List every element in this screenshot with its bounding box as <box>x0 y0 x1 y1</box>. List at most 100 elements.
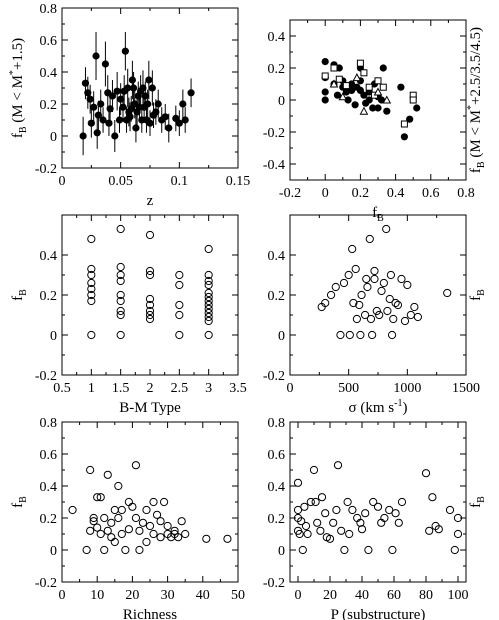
data-point <box>377 286 386 296</box>
data-point <box>116 276 125 286</box>
data-point <box>110 505 119 515</box>
data-point <box>321 96 329 104</box>
data-point <box>443 288 452 298</box>
data-point <box>311 497 320 507</box>
x-tick-label: 3.5 <box>229 381 247 396</box>
x-tick-label: 0 <box>287 381 294 396</box>
x-tick-label: -0.2 <box>279 186 301 201</box>
data-point <box>156 533 165 542</box>
data-point <box>425 526 434 535</box>
data-point <box>116 306 125 316</box>
x-tick-label: 1 <box>88 381 95 396</box>
data-point <box>325 534 335 543</box>
y-tick-label: 0.8 <box>40 416 58 431</box>
data-point <box>385 505 394 515</box>
data-point <box>175 330 184 340</box>
y-tick-label: -0.2 <box>35 576 57 591</box>
data-point-square <box>330 64 338 72</box>
data-point <box>138 518 148 527</box>
data-point <box>361 509 370 518</box>
data-point <box>131 461 141 470</box>
data-point <box>96 493 105 502</box>
data-point-triangle <box>352 73 362 82</box>
data-point <box>87 264 96 274</box>
data-point <box>87 278 96 288</box>
data-point <box>351 264 360 274</box>
data-point <box>142 505 151 515</box>
data-point <box>117 95 125 103</box>
data-point <box>298 545 307 555</box>
data-point <box>413 104 421 112</box>
data-point <box>113 87 121 95</box>
y-tick-label: 0.4 <box>40 249 58 264</box>
data-point <box>90 103 98 111</box>
y-tick-label: 0.4 <box>40 66 58 81</box>
data-point <box>119 103 127 111</box>
data-point <box>116 262 125 272</box>
data-point-square <box>335 75 343 83</box>
y-tick-label: -0.2 <box>263 126 285 141</box>
data-point <box>106 105 114 113</box>
data-point <box>434 525 443 534</box>
data-point <box>152 108 160 116</box>
data-point <box>293 505 303 515</box>
data-point <box>374 104 382 112</box>
data-point <box>92 52 100 60</box>
data-point <box>355 300 364 310</box>
data-point <box>400 133 408 141</box>
data-point <box>175 119 183 127</box>
data-point <box>364 545 373 555</box>
data-point <box>365 234 374 244</box>
data-point <box>202 534 211 543</box>
data-point-square <box>409 96 417 104</box>
data-point-square <box>365 83 373 91</box>
data-point <box>343 497 352 507</box>
x-axis-label: σ (km s-1) <box>349 398 408 416</box>
data-point <box>370 274 379 284</box>
y-tick-label: 0.2 <box>40 289 58 304</box>
data-point <box>145 294 155 304</box>
data-point-triangle <box>338 92 348 101</box>
data-point <box>223 534 232 543</box>
data-point <box>331 282 340 292</box>
data-point <box>340 545 349 555</box>
data-point <box>86 95 94 103</box>
data-point <box>344 96 352 104</box>
y-tick-label: 0 <box>278 544 285 559</box>
x-tick-label: 0.4 <box>387 186 405 201</box>
y-axis-label: fB (M < M*+1.5) <box>8 38 29 138</box>
x-tick-label: 0.2 <box>352 186 370 201</box>
x-tick-label: 30 <box>161 588 175 603</box>
plot-frame <box>289 214 467 376</box>
data-point <box>204 316 213 326</box>
data-point <box>204 288 213 298</box>
data-point <box>86 465 95 475</box>
y-tick-label: 0.6 <box>268 448 286 463</box>
data-point <box>337 526 346 535</box>
x-tick-label: 2 <box>147 381 154 396</box>
y-tick-label: -0.4 <box>263 158 285 173</box>
data-point <box>131 513 141 523</box>
y-tick-label: 0 <box>278 94 285 109</box>
data-point <box>383 107 391 115</box>
data-point <box>87 296 96 306</box>
data-point <box>93 523 102 532</box>
data-point <box>204 308 213 318</box>
data-point <box>204 300 213 310</box>
y-tick-label: 0.2 <box>268 289 286 304</box>
data-point <box>97 100 105 108</box>
data-point <box>116 296 125 306</box>
data-point <box>293 478 303 487</box>
data-point <box>389 314 398 324</box>
data-point <box>177 517 186 526</box>
data-point <box>383 306 392 316</box>
data-point <box>107 533 116 542</box>
data-point <box>332 505 341 515</box>
data-point <box>93 493 102 502</box>
x-tick-label: 40 <box>196 588 210 603</box>
data-point <box>107 518 116 527</box>
data-point <box>313 518 322 527</box>
data-point <box>145 230 155 240</box>
